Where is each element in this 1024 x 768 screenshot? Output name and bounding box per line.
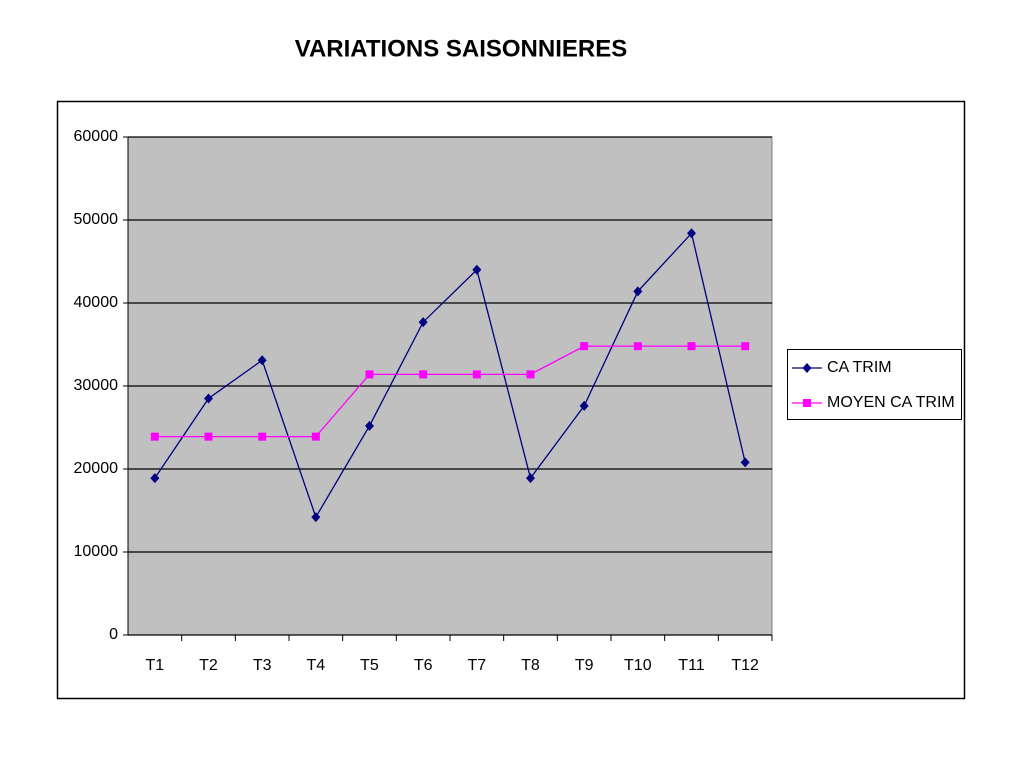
x-tick-label: T7	[467, 657, 486, 674]
y-tick-label: 20000	[74, 460, 119, 477]
x-tick-label: T11	[678, 657, 704, 674]
x-tick-label: T12	[731, 657, 759, 674]
diamond-marker	[472, 264, 482, 275]
y-tick-label: 30000	[74, 377, 119, 394]
diamond-marker	[579, 400, 589, 411]
square-marker	[803, 399, 811, 407]
square-marker	[472, 370, 481, 379]
series-line	[154, 345, 746, 438]
square-marker	[419, 370, 428, 379]
x-tick-label: T3	[253, 657, 272, 674]
diamond-marker	[311, 512, 321, 523]
y-tick-label: 40000	[74, 294, 119, 311]
diamond-marker	[365, 420, 374, 431]
y-tick-label: 60000	[74, 128, 119, 145]
square-marker	[633, 342, 642, 351]
legend-label: MOYEN CA TRIM	[827, 394, 955, 411]
square-marker	[687, 342, 696, 351]
series-line	[154, 231, 746, 519]
square-marker	[526, 370, 535, 379]
chart-title: VARIATIONS SAISONNIERES	[295, 35, 627, 62]
y-tick-label: 50000	[74, 211, 119, 228]
x-tick-label: T4	[306, 657, 325, 674]
legend-box	[787, 349, 962, 420]
diamond-marker	[633, 286, 643, 297]
square-marker	[258, 432, 267, 441]
diamond-marker	[257, 355, 267, 366]
diamond-marker	[150, 473, 160, 484]
x-tick-label: T2	[199, 657, 218, 674]
square-marker	[150, 432, 159, 441]
diamond-marker	[687, 228, 696, 239]
diamond-marker	[204, 393, 213, 404]
diamond-marker	[802, 363, 812, 373]
square-marker	[365, 370, 374, 379]
square-marker	[741, 342, 750, 351]
diamond-marker	[740, 457, 750, 468]
x-tick-label: T5	[360, 657, 379, 674]
legend-label: CA TRIM	[827, 359, 892, 376]
x-tick-label: T9	[575, 657, 594, 674]
x-tick-label: T6	[414, 657, 433, 674]
square-marker	[580, 342, 589, 351]
diamond-marker	[418, 317, 428, 328]
diamond-marker	[526, 473, 535, 484]
x-tick-label: T1	[145, 657, 164, 674]
y-tick-label: 10000	[74, 543, 119, 560]
x-tick-label: T10	[624, 657, 652, 674]
square-marker	[311, 432, 320, 441]
square-marker	[204, 432, 213, 441]
y-tick-label: 0	[109, 626, 118, 643]
x-tick-label: T8	[521, 657, 540, 674]
